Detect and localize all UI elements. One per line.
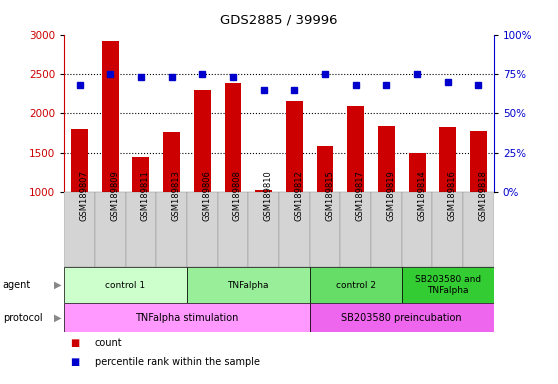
Bar xyxy=(371,192,402,267)
Text: GSM189812: GSM189812 xyxy=(295,170,304,221)
Bar xyxy=(64,192,95,267)
Text: GSM189810: GSM189810 xyxy=(263,170,273,221)
Text: ▶: ▶ xyxy=(54,313,61,323)
Bar xyxy=(102,41,119,192)
Bar xyxy=(224,83,242,192)
Text: GSM189808: GSM189808 xyxy=(233,170,242,221)
Text: GSM189811: GSM189811 xyxy=(141,170,150,221)
Bar xyxy=(310,192,340,267)
Bar xyxy=(194,91,211,192)
Bar xyxy=(64,303,310,332)
Text: ▶: ▶ xyxy=(54,280,61,290)
Bar xyxy=(463,192,494,267)
Bar xyxy=(402,267,494,303)
Bar xyxy=(255,190,272,192)
Text: GSM189814: GSM189814 xyxy=(417,170,426,221)
Text: GSM189817: GSM189817 xyxy=(356,170,365,221)
Bar xyxy=(126,192,156,267)
Text: SB203580 preincubation: SB203580 preincubation xyxy=(341,313,462,323)
Text: GSM189807: GSM189807 xyxy=(79,170,89,221)
Bar xyxy=(248,192,279,267)
Bar xyxy=(408,153,426,192)
Text: agent: agent xyxy=(3,280,31,290)
Text: GSM189818: GSM189818 xyxy=(478,170,488,221)
Bar xyxy=(286,101,303,192)
Text: control 1: control 1 xyxy=(105,281,146,290)
Text: GSM189819: GSM189819 xyxy=(386,170,396,221)
Text: GDS2885 / 39996: GDS2885 / 39996 xyxy=(220,13,338,26)
Text: GSM189816: GSM189816 xyxy=(448,170,457,221)
Bar xyxy=(163,132,180,192)
Text: count: count xyxy=(95,338,123,348)
Text: SB203580 and
TNFalpha: SB203580 and TNFalpha xyxy=(415,275,481,295)
Bar xyxy=(432,192,463,267)
Bar xyxy=(402,192,432,267)
Bar xyxy=(187,192,218,267)
Bar xyxy=(316,146,334,192)
Bar xyxy=(470,131,487,192)
Text: percentile rank within the sample: percentile rank within the sample xyxy=(95,357,260,367)
Bar xyxy=(340,192,371,267)
Text: ■: ■ xyxy=(70,357,79,367)
Bar xyxy=(218,192,248,267)
Bar xyxy=(95,192,126,267)
Text: protocol: protocol xyxy=(3,313,42,323)
Bar xyxy=(156,192,187,267)
Bar xyxy=(310,267,402,303)
Text: ■: ■ xyxy=(70,338,79,348)
Text: GSM189813: GSM189813 xyxy=(171,170,181,221)
Bar xyxy=(132,157,150,192)
Bar xyxy=(71,129,88,192)
Text: GSM189806: GSM189806 xyxy=(202,170,211,221)
Bar xyxy=(187,267,310,303)
Text: GSM189809: GSM189809 xyxy=(110,170,119,221)
Bar xyxy=(64,267,187,303)
Bar xyxy=(439,127,456,192)
Text: control 2: control 2 xyxy=(336,281,376,290)
Bar xyxy=(378,126,395,192)
Bar xyxy=(310,303,494,332)
Bar xyxy=(279,192,310,267)
Text: TNFalpha: TNFalpha xyxy=(228,281,269,290)
Text: GSM189815: GSM189815 xyxy=(325,170,334,221)
Text: TNFalpha stimulation: TNFalpha stimulation xyxy=(135,313,239,323)
Bar xyxy=(347,106,364,192)
